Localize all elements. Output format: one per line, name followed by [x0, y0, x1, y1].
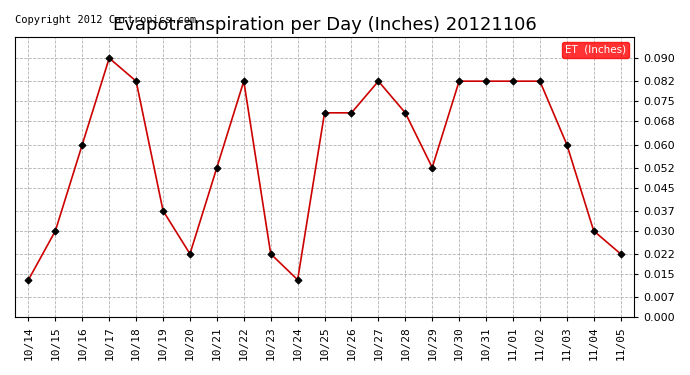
Legend: ET  (Inches): ET (Inches): [562, 42, 629, 58]
Text: Copyright 2012 Cartronics.com: Copyright 2012 Cartronics.com: [15, 15, 196, 26]
Title: Evapotranspiration per Day (Inches) 20121106: Evapotranspiration per Day (Inches) 2012…: [112, 16, 536, 34]
